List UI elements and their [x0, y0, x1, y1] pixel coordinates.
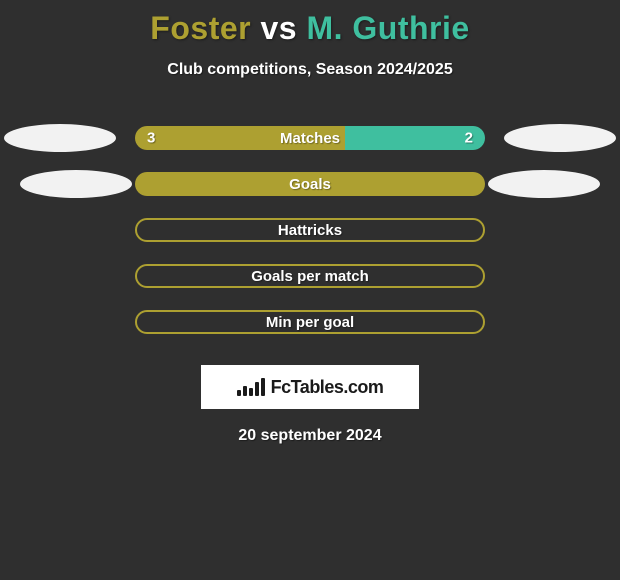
comparison-row: 3 2 Matches: [0, 115, 620, 161]
stat-bar: Goals per match: [135, 264, 485, 288]
comparison-row: Min per goal: [0, 299, 620, 345]
stat-label: Goals: [289, 176, 331, 193]
bar-chart-icon: [237, 378, 265, 396]
brand-text: FcTables.com: [271, 377, 384, 398]
right-lozenge: [488, 170, 600, 198]
left-lozenge: [20, 170, 132, 198]
brand-badge: FcTables.com: [201, 365, 419, 409]
right-lozenge: [504, 124, 616, 152]
comparison-row: Goals: [0, 161, 620, 207]
comparison-row: Hattricks: [0, 207, 620, 253]
comparison-rows: 3 2 Matches Goals Hattricks Goals per match Mi…: [0, 115, 620, 345]
left-lozenge: [4, 124, 116, 152]
stat-bar: Hattricks: [135, 218, 485, 242]
player2-name: M. Guthrie: [306, 10, 469, 46]
stat-left-value: 3: [147, 130, 155, 147]
stat-label: Hattricks: [278, 222, 342, 239]
subtitle: Club competitions, Season 2024/2025: [0, 61, 620, 79]
page-title: Foster vs M. Guthrie: [0, 0, 620, 47]
date-line: 20 september 2024: [0, 427, 620, 445]
stat-bar: Min per goal: [135, 310, 485, 334]
comparison-row: Goals per match: [0, 253, 620, 299]
stat-bar: 3 2 Matches: [135, 126, 485, 150]
stat-bar: Goals: [135, 172, 485, 196]
vs-text: vs: [260, 10, 297, 46]
stat-label: Matches: [280, 130, 340, 147]
stat-label: Min per goal: [266, 314, 354, 331]
player1-name: Foster: [150, 10, 251, 46]
stat-right-value: 2: [465, 130, 473, 147]
stat-label: Goals per match: [251, 268, 369, 285]
